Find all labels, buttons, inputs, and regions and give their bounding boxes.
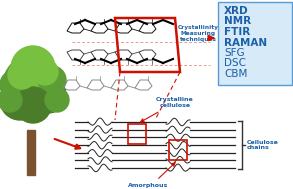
Text: CBM: CBM — [224, 69, 247, 79]
Text: RAMAN: RAMAN — [224, 37, 267, 47]
Text: Crystallinity
Measuring
techniques: Crystallinity Measuring techniques — [178, 25, 219, 42]
Text: XRD: XRD — [224, 6, 249, 16]
Text: FTIR: FTIR — [224, 27, 250, 37]
Circle shape — [30, 77, 66, 113]
Circle shape — [8, 61, 36, 89]
Text: Cellulose
chains: Cellulose chains — [247, 140, 279, 150]
FancyBboxPatch shape — [217, 2, 292, 84]
Text: Amorphous
cellulose: Amorphous cellulose — [128, 163, 175, 189]
Text: Crystalline
cellulose: Crystalline cellulose — [141, 97, 194, 122]
Circle shape — [38, 66, 66, 94]
Bar — [128, 124, 146, 144]
Text: NMR: NMR — [224, 16, 251, 26]
Bar — [169, 140, 187, 160]
Text: SFG: SFG — [224, 48, 245, 58]
Circle shape — [0, 88, 22, 112]
Circle shape — [45, 88, 69, 112]
Text: DSC: DSC — [224, 59, 246, 68]
Circle shape — [15, 87, 51, 123]
Bar — [27, 130, 35, 175]
Circle shape — [11, 46, 55, 90]
Circle shape — [0, 70, 30, 100]
Circle shape — [32, 59, 58, 85]
Circle shape — [0, 80, 40, 120]
Circle shape — [3, 55, 63, 115]
